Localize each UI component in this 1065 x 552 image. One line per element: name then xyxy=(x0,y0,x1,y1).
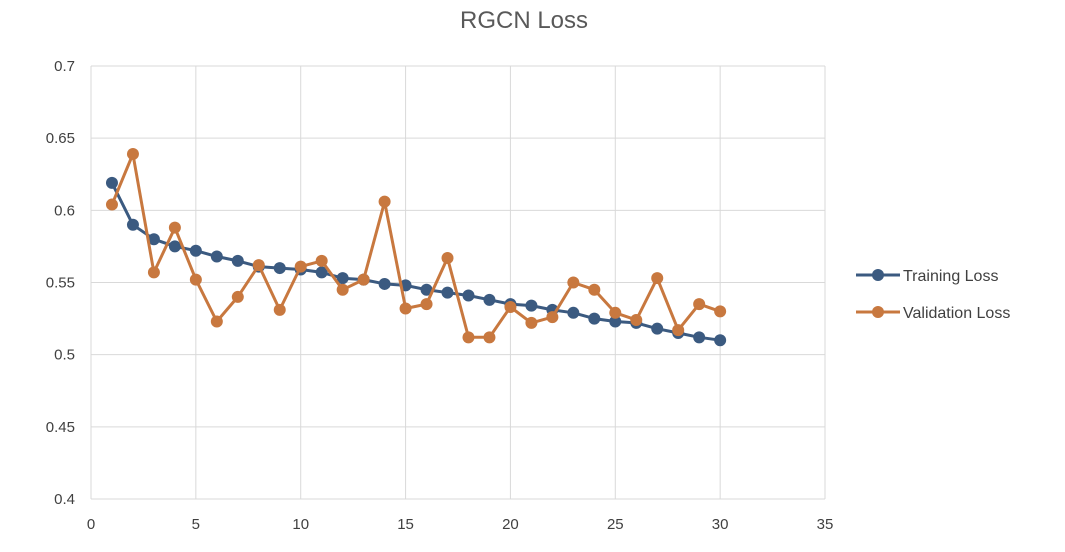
data-point xyxy=(420,283,433,296)
data-point xyxy=(252,259,265,272)
data-point xyxy=(357,273,370,286)
series xyxy=(105,148,727,347)
data-point xyxy=(588,312,601,325)
axes: 0.4 0.45 0.5 0.55 0.6 0.65 0.7 0 5 10 15 20 25 30 35 xyxy=(46,58,834,533)
legend-item-0: Training Loss xyxy=(856,268,998,285)
y-tick-label: 0.7 xyxy=(54,58,75,75)
x-tick-label: 35 xyxy=(817,516,834,533)
data-point xyxy=(189,273,202,286)
data-point xyxy=(105,198,118,211)
data-point xyxy=(315,266,328,279)
data-point xyxy=(231,290,244,303)
data-point xyxy=(525,316,538,329)
series-0 xyxy=(105,176,727,347)
x-tick-label: 5 xyxy=(192,516,200,533)
data-point xyxy=(399,302,412,315)
data-point xyxy=(483,331,496,344)
legend-marker xyxy=(872,306,884,318)
data-point xyxy=(273,303,286,316)
data-point xyxy=(378,195,391,208)
y-tick-label: 0.6 xyxy=(54,202,75,219)
x-tick-label: 30 xyxy=(712,516,729,533)
data-point xyxy=(168,221,181,234)
data-point xyxy=(273,262,286,275)
x-tick-label: 10 xyxy=(292,516,309,533)
x-tick-label: 15 xyxy=(397,516,414,533)
data-point xyxy=(315,254,328,267)
data-point xyxy=(378,277,391,290)
data-point xyxy=(441,286,454,299)
data-point xyxy=(483,293,496,306)
data-point xyxy=(693,331,706,344)
x-tick-label: 25 xyxy=(607,516,624,533)
data-point xyxy=(420,298,433,311)
x-tick-label: 0 xyxy=(87,516,95,533)
data-point xyxy=(567,276,580,289)
data-point xyxy=(168,240,181,253)
y-tick-label: 0.55 xyxy=(46,275,75,292)
data-point xyxy=(105,176,118,189)
legend-marker xyxy=(872,269,884,281)
data-point xyxy=(651,272,664,285)
y-tick-label: 0.45 xyxy=(46,419,75,436)
legend-label: Validation Loss xyxy=(903,305,1010,322)
y-tick-label: 0.5 xyxy=(54,347,75,364)
data-point xyxy=(630,314,643,327)
data-point xyxy=(672,324,685,337)
series-line xyxy=(110,152,721,339)
data-point xyxy=(525,299,538,312)
data-point xyxy=(609,315,622,328)
data-point xyxy=(336,283,349,296)
data-point xyxy=(609,306,622,319)
data-point xyxy=(441,251,454,264)
data-point xyxy=(147,233,160,246)
data-point xyxy=(336,272,349,285)
data-point xyxy=(210,250,223,263)
data-point xyxy=(504,301,517,314)
data-point xyxy=(588,283,601,296)
data-point xyxy=(126,148,139,161)
chart-title: RGCN Loss xyxy=(460,7,588,34)
data-point xyxy=(231,254,244,267)
x-tick-label: 20 xyxy=(502,516,519,533)
data-point xyxy=(210,315,223,328)
data-point xyxy=(189,244,202,257)
y-tick-label: 0.4 xyxy=(54,491,75,508)
data-point xyxy=(462,331,475,344)
legend: Training Loss Validation Loss xyxy=(856,268,1010,322)
y-tick-label: 0.65 xyxy=(46,130,75,147)
data-point xyxy=(714,334,727,347)
data-point xyxy=(147,266,160,279)
data-point xyxy=(714,305,727,318)
data-point xyxy=(693,298,706,311)
data-point xyxy=(567,306,580,319)
grid xyxy=(90,65,826,500)
data-point xyxy=(294,260,307,273)
data-point xyxy=(546,311,559,324)
legend-label: Training Loss xyxy=(903,268,998,285)
data-point xyxy=(651,322,664,335)
data-point xyxy=(126,218,139,231)
legend-item-1: Validation Loss xyxy=(856,305,1010,322)
data-point xyxy=(462,289,475,302)
series-1 xyxy=(105,148,727,344)
